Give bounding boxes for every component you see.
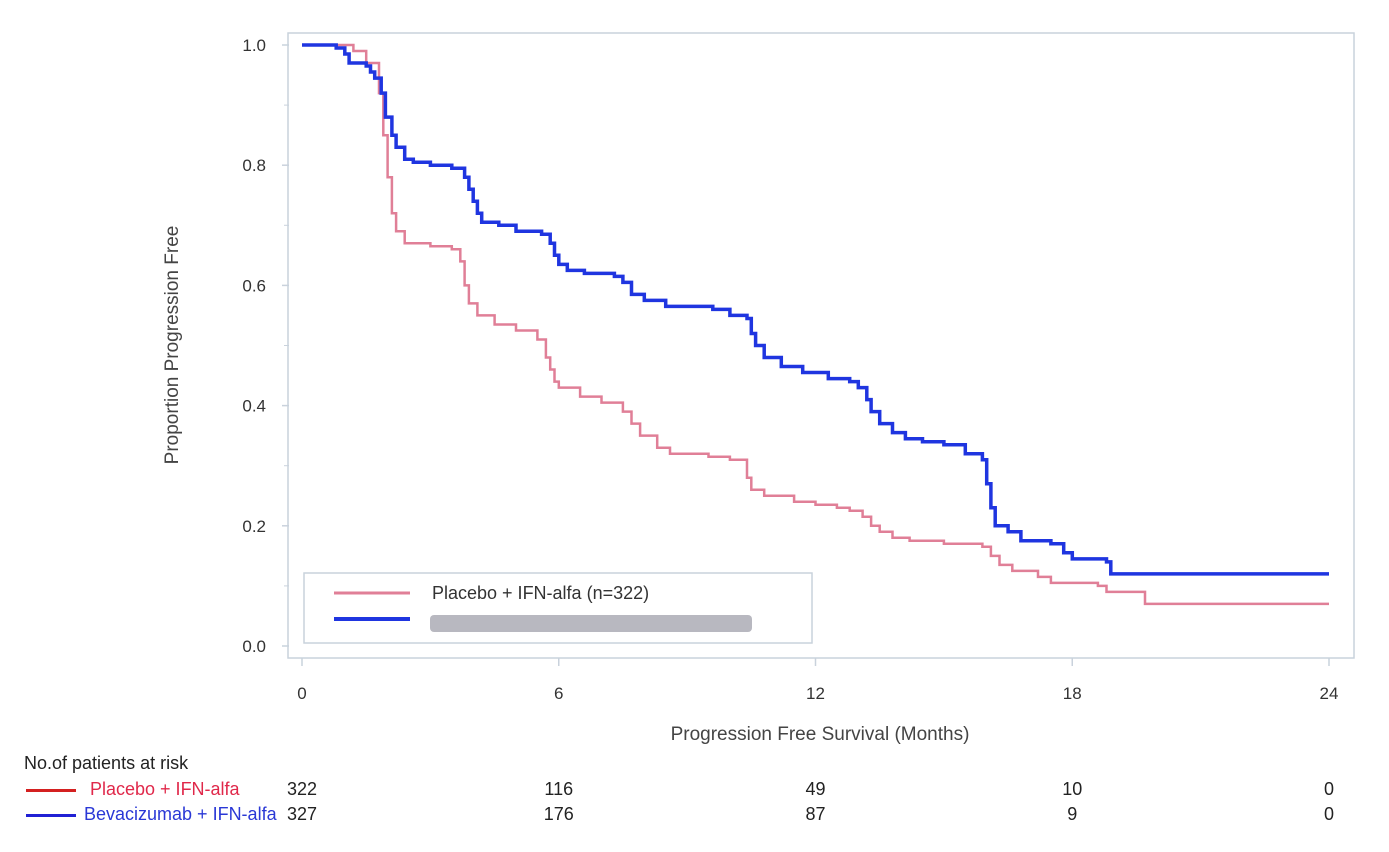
risk-count-0-4: 0 (1323, 779, 1335, 799)
x-tick-label-0: 0 (297, 684, 306, 703)
y-tick-label-5: 1.0 (242, 36, 266, 55)
legend-label-placebo: Placebo + IFN-alfa (n=322) (432, 583, 649, 603)
y-tick-label-4: 0.8 (242, 156, 266, 175)
risk-count-0-0: 322 (286, 779, 318, 799)
series-group (302, 43, 1329, 606)
legend-label-bevacizumab-blurred (430, 615, 752, 632)
risk-count-1-0: 327 (286, 804, 318, 824)
x-tick-label-4: 24 (1320, 684, 1339, 703)
risk-count-1-3: 9 (1067, 804, 1078, 824)
risk-label-1: Bevacizumab + IFN-alfa (84, 804, 277, 824)
legend: Placebo + IFN-alfa (n=322) (303, 572, 813, 644)
risk-row-0: Placebo + IFN-alfa 322 116 49 10 0 (0, 779, 1389, 801)
y-tick-label-3: 0.6 (242, 276, 266, 295)
y-tick-label-1: 0.2 (242, 517, 266, 536)
series-line-1 (302, 43, 1329, 576)
x-tick-label-3: 18 (1063, 684, 1082, 703)
y-axis-title: Proportion Progression Free (162, 226, 183, 465)
x-tick-label-1: 6 (554, 684, 563, 703)
risk-table-title: No.of patients at risk (24, 753, 189, 773)
risk-swatch-1 (26, 814, 76, 817)
risk-label-0: Placebo + IFN-alfa (90, 779, 240, 799)
y-tick-label-2: 0.4 (242, 397, 266, 416)
x-tick-label-2: 12 (806, 684, 825, 703)
risk-count-1-1: 176 (543, 804, 574, 824)
risk-count-0-2: 49 (805, 779, 826, 799)
risk-count-1-2: 87 (805, 804, 826, 824)
risk-count-0-1: 116 (544, 779, 574, 799)
x-axis-title: Progression Free Survival (Months) (671, 724, 970, 745)
x-axis: 0 6 12 18 24 (297, 658, 1338, 703)
y-axis: 0.0 0.2 0.4 0.6 0.8 1.0 (242, 36, 289, 656)
risk-row-1: Bevacizumab + IFN-alfa 327 176 87 9 0 (0, 804, 1389, 826)
y-tick-label-0: 0.0 (242, 637, 266, 656)
risk-count-1-4: 0 (1323, 804, 1335, 824)
plot-frame (287, 32, 1355, 659)
risk-swatch-0 (26, 789, 76, 792)
risk-count-0-3: 10 (1062, 779, 1083, 799)
series-line-0 (302, 43, 1329, 606)
